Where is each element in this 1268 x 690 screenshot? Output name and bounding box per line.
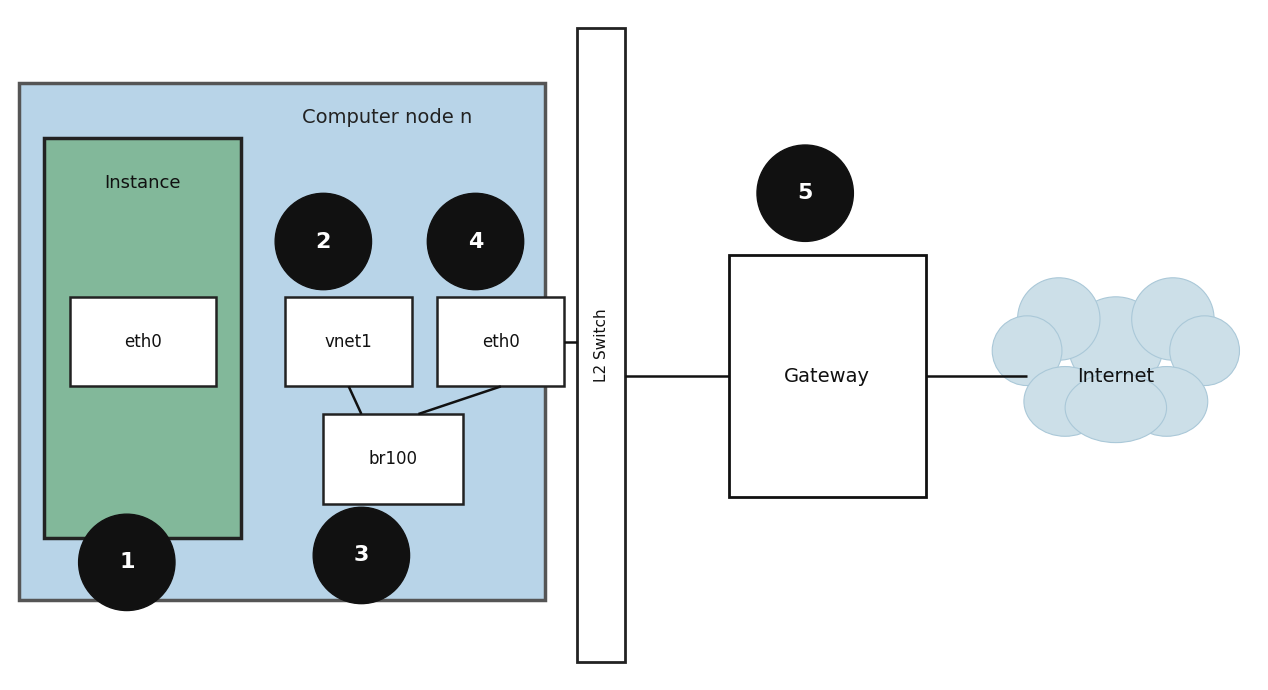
Text: 4: 4 — [468, 232, 483, 251]
Bar — [44, 138, 241, 538]
Text: Gateway: Gateway — [785, 366, 870, 386]
Text: 1: 1 — [119, 553, 134, 572]
Text: eth0: eth0 — [124, 333, 161, 351]
Text: 3: 3 — [354, 546, 369, 565]
Text: br100: br100 — [369, 450, 417, 468]
Bar — [285, 297, 412, 386]
Text: vnet1: vnet1 — [325, 333, 373, 351]
Text: Internet: Internet — [1078, 366, 1154, 386]
Bar — [437, 297, 564, 386]
Bar — [323, 414, 463, 504]
Text: Instance: Instance — [104, 174, 181, 192]
Bar — [729, 255, 926, 497]
Text: eth0: eth0 — [482, 333, 520, 351]
Bar — [70, 297, 216, 386]
Bar — [577, 28, 625, 662]
Ellipse shape — [313, 507, 410, 604]
Ellipse shape — [1169, 316, 1239, 386]
Text: 5: 5 — [798, 184, 813, 203]
Ellipse shape — [993, 316, 1063, 386]
Ellipse shape — [1065, 373, 1167, 442]
Ellipse shape — [1023, 366, 1106, 436]
Ellipse shape — [79, 514, 175, 611]
Ellipse shape — [275, 193, 372, 290]
Text: Computer node n: Computer node n — [302, 108, 473, 127]
Ellipse shape — [1017, 278, 1099, 360]
Ellipse shape — [1068, 297, 1163, 392]
Bar — [19, 83, 545, 600]
Ellipse shape — [427, 193, 524, 290]
Text: L2 Switch: L2 Switch — [593, 308, 609, 382]
Ellipse shape — [1126, 366, 1207, 436]
Text: 2: 2 — [316, 232, 331, 251]
Ellipse shape — [757, 145, 853, 242]
Ellipse shape — [1132, 278, 1215, 360]
